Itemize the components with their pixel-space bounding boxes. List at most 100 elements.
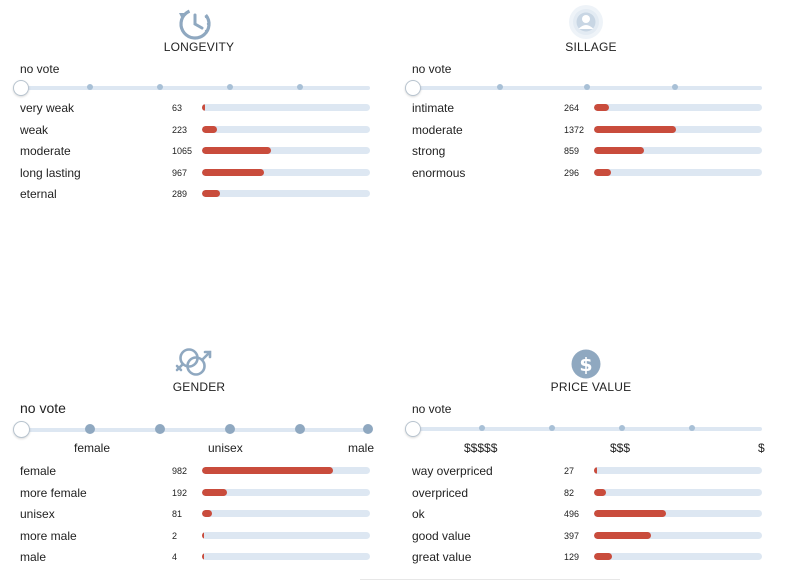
vote-count: 223 [172,124,188,135]
vote-label: moderate [20,144,71,158]
slider-tick-label: $$$ [610,441,631,455]
slider-tick-label: $$$$$ [464,441,498,455]
slider-step-dot[interactable] [549,425,555,431]
section-title: GENDER [172,380,226,394]
vote-row: more female 192 [20,486,380,508]
slider-handle[interactable] [405,80,421,96]
vote-label: strong [412,144,446,158]
vote-bar-track [594,531,762,539]
vote-row: enormous 296 [412,166,772,188]
slider-handle[interactable] [405,421,421,437]
vote-bar-track [202,190,370,197]
vote-bar-fill [202,467,334,474]
vote-count: 82 [564,487,575,498]
slider-tick-label: $ [758,441,765,455]
vote-count: 967 [172,167,188,178]
slider-step-dot[interactable] [619,425,625,431]
vote-count: 1372 [564,124,585,135]
vote-count: 289 [172,189,188,199]
slider-step-dot[interactable] [225,424,235,434]
vote-bar-fill [594,168,611,176]
vote-bar-fill [594,553,613,560]
vote-bar-track [594,104,762,111]
no-vote-label: no vote [412,62,452,76]
no-vote-label: no vote [20,400,66,416]
vote-label: more male [20,528,77,543]
slider-step-dot[interactable] [689,425,695,431]
vote-label: unisex [20,507,55,521]
vote-row: good value 397 [412,529,772,551]
vote-row: long lasting 967 [20,166,380,188]
vote-bar-track [202,510,370,517]
slider-handle[interactable] [13,421,30,438]
vote-row: intimate 264 [412,101,772,123]
vote-bar-fill [594,104,610,111]
slider-step-dot[interactable] [295,424,305,434]
price-vote-list: way overpriced 27 overpriced 82 ok 496 good… [412,464,772,572]
vote-bar-track [594,147,762,154]
vote-count: 63 [172,103,183,113]
slider-step-dot[interactable] [157,84,163,90]
vote-label: more female [20,485,87,500]
vote-bar-track [202,168,370,176]
vote-row: strong 859 [412,144,772,166]
slider-step-dot[interactable] [671,84,678,90]
slider-step-dot[interactable] [479,425,485,431]
vote-bar-fill [202,190,221,197]
vote-count: 192 [172,487,188,498]
vote-bar-track [202,104,370,111]
slider-step-dot[interactable] [85,424,95,434]
clock-refresh-icon [174,4,214,44]
sillage-vote-slider[interactable] [405,80,762,96]
vote-count: 397 [564,530,580,541]
slider-tick-label: unisex [208,441,243,455]
bottom-divider [360,579,620,580]
slider-step-dot[interactable] [87,84,93,90]
slider-step-dot[interactable] [297,84,303,90]
vote-bar-fill [594,467,598,474]
no-vote-label: no vote [412,402,452,416]
section-title: SILLAGE [565,40,617,54]
vote-bar-track [594,510,762,517]
vote-row: overpriced 82 [412,486,772,508]
vote-label: male [20,550,47,564]
vote-row: weak 223 [20,123,380,145]
slider-tick-label: female [74,441,111,455]
slider-step-dot[interactable] [584,84,590,90]
vote-row: great value 129 [412,550,772,572]
vote-count: 4 [172,552,178,562]
vote-label: moderate [412,122,463,137]
vote-bar-fill [594,125,677,133]
vote-bar-fill [594,147,645,154]
vote-row: male 4 [20,550,380,572]
slider-handle[interactable] [13,80,29,96]
vote-row: way overpriced 27 [412,464,772,486]
vote-label: weak [20,122,49,137]
vote-bar-track [202,125,370,133]
vote-bar-fill [594,510,667,517]
vote-count: 27 [564,466,575,476]
vote-bar-track [202,467,370,474]
dollar-coin-icon: $ [566,344,606,384]
gender-vote-list: female 982 more female 192 unisex 81 more m… [20,464,380,572]
vote-label: female [20,464,57,478]
vote-label: way overpriced [412,464,493,478]
vote-count: 859 [564,146,580,156]
vote-count: 129 [564,552,580,562]
slider-step-dot[interactable] [363,424,374,434]
gender-vote-slider[interactable] [13,421,374,438]
svg-text:$: $ [579,354,592,376]
longevity-vote-slider[interactable] [13,80,370,96]
vote-count: 264 [564,103,580,113]
slider-step-dot[interactable] [496,84,503,90]
vote-label: intimate [412,101,455,115]
vote-bar-fill [202,168,265,176]
sillage-person-icon [566,4,606,44]
vote-label: long lasting [20,165,81,180]
vote-row: very weak 63 [20,101,380,123]
slider-step-dot[interactable] [155,424,165,434]
vote-bar-track [202,553,370,560]
longevity-vote-list: very weak 63 weak 223 moderate 1065 long la… [20,101,380,209]
price-vote-slider[interactable] [405,421,762,437]
slider-step-dot[interactable] [227,84,233,90]
